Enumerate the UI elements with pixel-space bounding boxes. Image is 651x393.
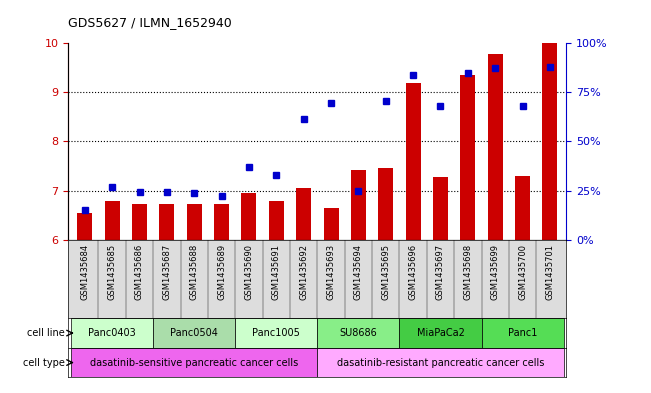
Bar [542,43,557,240]
Text: GSM1435687: GSM1435687 [162,244,171,300]
Bar [406,83,421,240]
Bar [269,201,284,240]
Text: GSM1435686: GSM1435686 [135,244,144,300]
Bar [400,318,482,348]
Text: GDS5627 / ILMN_1652940: GDS5627 / ILMN_1652940 [68,17,232,29]
Text: Panc0504: Panc0504 [171,328,218,338]
Bar [515,176,530,240]
Text: GSM1435701: GSM1435701 [546,244,555,299]
Text: GSM1435689: GSM1435689 [217,244,226,300]
Bar [132,204,147,240]
Text: MiaPaCa2: MiaPaCa2 [417,328,464,338]
Text: SU8686: SU8686 [340,328,378,338]
Bar [378,169,393,240]
Text: GSM1435696: GSM1435696 [409,244,418,300]
Text: GSM1435691: GSM1435691 [272,244,281,299]
Bar [214,204,229,240]
Bar [71,348,317,377]
Text: dasatinib-resistant pancreatic cancer cells: dasatinib-resistant pancreatic cancer ce… [337,358,544,367]
Text: GSM1435700: GSM1435700 [518,244,527,299]
Bar [296,188,311,240]
Text: GSM1435695: GSM1435695 [381,244,390,299]
Text: GSM1435684: GSM1435684 [80,244,89,300]
Text: GSM1435690: GSM1435690 [245,244,253,299]
Bar [433,177,448,240]
Bar [71,318,153,348]
Text: dasatinib-sensitive pancreatic cancer cells: dasatinib-sensitive pancreatic cancer ce… [90,358,298,367]
Bar [242,193,256,240]
Text: cell type: cell type [23,358,65,367]
Bar [324,208,339,240]
Bar [317,348,564,377]
Bar [105,201,120,240]
Bar [488,54,503,240]
Text: GSM1435698: GSM1435698 [464,244,473,300]
Bar [482,318,564,348]
Bar [460,75,475,240]
Bar [153,318,235,348]
Text: Panc0403: Panc0403 [89,328,136,338]
Bar [317,318,400,348]
Text: cell line: cell line [27,328,65,338]
Text: GSM1435688: GSM1435688 [189,244,199,300]
Bar [187,204,202,240]
Text: Panc1: Panc1 [508,328,537,338]
Text: GSM1435697: GSM1435697 [436,244,445,300]
Text: GSM1435692: GSM1435692 [299,244,308,299]
Bar [235,318,317,348]
Text: GSM1435693: GSM1435693 [327,244,335,300]
Bar [159,204,174,240]
Bar [77,213,92,240]
Text: GSM1435685: GSM1435685 [107,244,117,300]
Text: Panc1005: Panc1005 [253,328,300,338]
Bar [351,170,366,240]
Text: GSM1435694: GSM1435694 [354,244,363,299]
Text: GSM1435699: GSM1435699 [491,244,500,299]
